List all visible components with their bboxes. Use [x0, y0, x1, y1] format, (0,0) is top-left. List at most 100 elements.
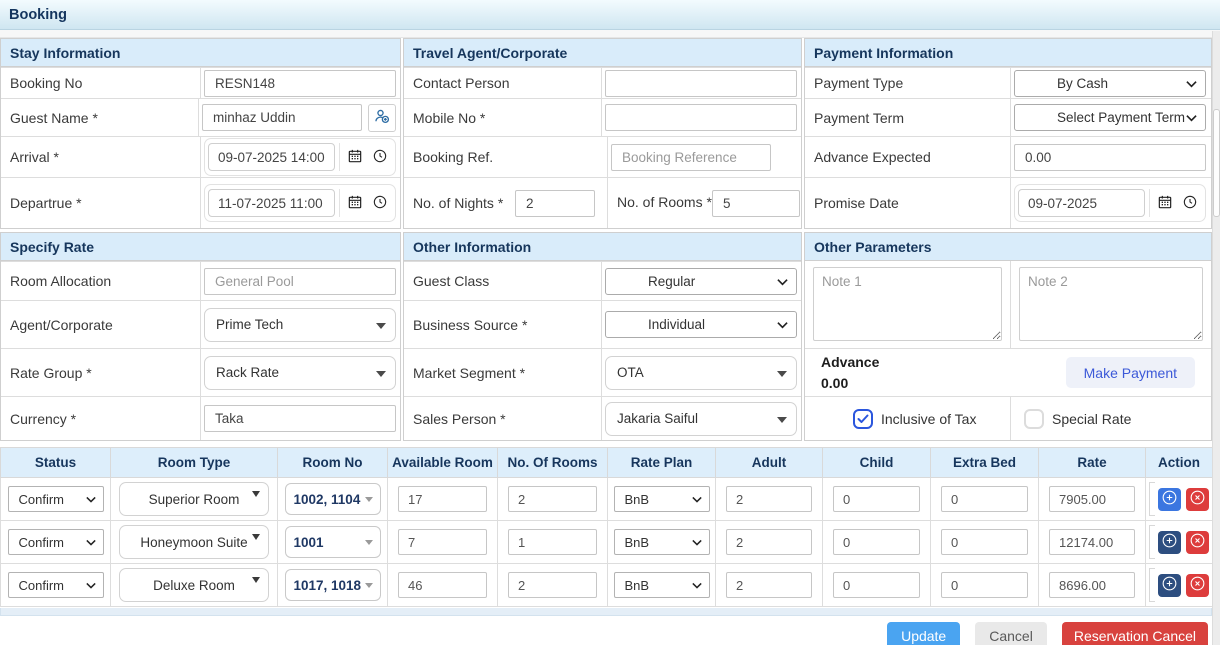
booking-no-input[interactable]: [204, 69, 396, 97]
status-select[interactable]: Confirm: [7, 572, 104, 598]
arrival-calendar-button[interactable]: [342, 143, 367, 171]
scrollbar-thumb[interactable]: [1213, 109, 1220, 217]
section-header-other-information: Other Information: [404, 233, 801, 261]
extra-bed-input[interactable]: [941, 486, 1028, 512]
special-rate-checkbox[interactable]: [1024, 408, 1044, 429]
no-of-rooms-input[interactable]: [712, 189, 800, 217]
note2-textarea[interactable]: [1019, 267, 1203, 341]
child-input[interactable]: [833, 572, 920, 598]
remove-room-row-button[interactable]: [1186, 530, 1209, 554]
guest-class-select[interactable]: Regular: [605, 267, 797, 295]
rate-input[interactable]: [1049, 529, 1135, 555]
cancel-button[interactable]: Cancel: [975, 622, 1047, 645]
table-row: Confirm Honeymoon Suite 1001: [0, 520, 1213, 564]
column-header-rate-plan: Rate Plan: [607, 447, 716, 478]
currency-input[interactable]: [204, 405, 396, 432]
remove-room-row-button[interactable]: [1186, 573, 1209, 597]
promise-date-calendar-button[interactable]: [1152, 189, 1177, 217]
inclusive-of-tax-label: Inclusive of Tax: [881, 410, 977, 427]
guest-name-input[interactable]: [202, 104, 362, 131]
adult-input[interactable]: [726, 529, 812, 555]
payment-type-select[interactable]: By Cash: [1014, 69, 1206, 97]
extra-bed-input[interactable]: [941, 529, 1028, 555]
header-divider: [0, 30, 1220, 38]
add-room-row-button[interactable]: [1158, 487, 1181, 511]
booking-ref-input[interactable]: [611, 143, 771, 171]
make-payment-button[interactable]: Make Payment: [1065, 357, 1195, 388]
room-type-dropdown[interactable]: Superior Room: [119, 482, 269, 516]
remove-room-row-button[interactable]: [1186, 487, 1209, 511]
update-button[interactable]: Update: [887, 622, 961, 645]
departure-time-button[interactable]: [367, 189, 392, 217]
page-title: Booking: [9, 6, 67, 23]
rate-plan-select[interactable]: BnB: [613, 486, 710, 512]
add-guest-button[interactable]: [368, 103, 396, 132]
room-type-dropdown[interactable]: Honeymoon Suite: [119, 525, 269, 559]
room-no-dropdown[interactable]: 1017, 1018: [284, 569, 381, 601]
advance-expected-label: Advance Expected: [805, 137, 1011, 177]
status-select[interactable]: Confirm: [7, 486, 104, 512]
app-header: Booking: [0, 0, 1220, 30]
adult-input[interactable]: [726, 572, 812, 598]
arrival-label: Arrival *: [1, 137, 201, 177]
no-of-rooms-input[interactable]: [508, 572, 597, 598]
add-room-row-button[interactable]: [1158, 573, 1181, 597]
available-room-input[interactable]: [398, 572, 487, 598]
special-rate-label: Special Rate: [1052, 410, 1132, 427]
section-header-stay-information: Stay Information: [1, 39, 400, 67]
departure-input[interactable]: [208, 189, 335, 217]
no-of-rooms-input[interactable]: [508, 486, 597, 512]
child-input[interactable]: [833, 486, 920, 512]
payment-term-select[interactable]: Select Payment Term: [1014, 104, 1206, 131]
promise-date-input[interactable]: [1018, 189, 1145, 217]
advance-label: Advance: [821, 354, 880, 371]
room-allocation-input[interactable]: [204, 267, 396, 295]
contact-person-input[interactable]: [605, 69, 797, 97]
promise-date-time-button[interactable]: [1177, 189, 1202, 217]
inclusive-of-tax-checkbox[interactable]: [853, 408, 873, 429]
plus-circle-icon: [1160, 488, 1179, 510]
advance-expected-input[interactable]: [1014, 143, 1206, 171]
currency-label: Currency *: [1, 397, 201, 440]
footer-actions: Update Cancel Reservation Cancel: [0, 622, 1212, 645]
rate-input[interactable]: [1049, 486, 1135, 512]
section-header-specify-rate: Specify Rate: [1, 233, 400, 261]
calendar-icon: [347, 148, 363, 167]
no-of-nights-input[interactable]: [515, 189, 595, 217]
status-select[interactable]: Confirm: [7, 529, 104, 555]
dropdown-arrow-icon: [376, 322, 386, 329]
agent-corporate-dropdown[interactable]: Prime Tech: [204, 307, 396, 342]
stay-information-panel: Stay Information Booking No Guest Name *: [0, 38, 401, 229]
note1-textarea[interactable]: [813, 267, 1002, 341]
column-header-no-of-rooms: No. Of Rooms: [497, 447, 608, 478]
vertical-scrollbar[interactable]: [1212, 31, 1220, 645]
mobile-no-label: Mobile No *: [404, 99, 602, 136]
room-type-dropdown[interactable]: Deluxe Room: [119, 568, 269, 602]
rate-input[interactable]: [1049, 572, 1135, 598]
child-input[interactable]: [833, 529, 920, 555]
dropdown-arrow-icon: [376, 370, 386, 377]
no-of-rooms-input[interactable]: [508, 529, 597, 555]
room-no-dropdown[interactable]: 1001: [284, 526, 381, 558]
row-handle: [1149, 568, 1155, 602]
adult-input[interactable]: [726, 486, 812, 512]
reservation-cancel-button[interactable]: Reservation Cancel: [1061, 622, 1208, 645]
room-no-dropdown[interactable]: 1002, 1104: [284, 483, 381, 515]
add-room-row-button[interactable]: [1158, 530, 1181, 554]
arrival-time-button[interactable]: [367, 143, 392, 171]
column-header-room-no: Room No: [277, 447, 388, 478]
departure-calendar-button[interactable]: [342, 189, 367, 217]
available-room-input[interactable]: [398, 529, 487, 555]
business-source-select[interactable]: Individual: [605, 311, 797, 338]
market-segment-dropdown[interactable]: OTA: [605, 355, 797, 390]
available-room-input[interactable]: [398, 486, 487, 512]
arrival-input[interactable]: [208, 143, 335, 171]
payment-term-label: Payment Term: [805, 99, 1011, 136]
extra-bed-input[interactable]: [941, 572, 1028, 598]
rate-plan-select[interactable]: BnB: [613, 572, 710, 598]
mobile-no-input[interactable]: [605, 104, 797, 131]
rate-plan-select[interactable]: BnB: [613, 529, 710, 555]
rate-group-dropdown[interactable]: Rack Rate: [204, 355, 396, 390]
sales-person-dropdown[interactable]: Jakaria Saiful: [605, 401, 797, 436]
market-segment-label: Market Segment *: [404, 349, 602, 396]
